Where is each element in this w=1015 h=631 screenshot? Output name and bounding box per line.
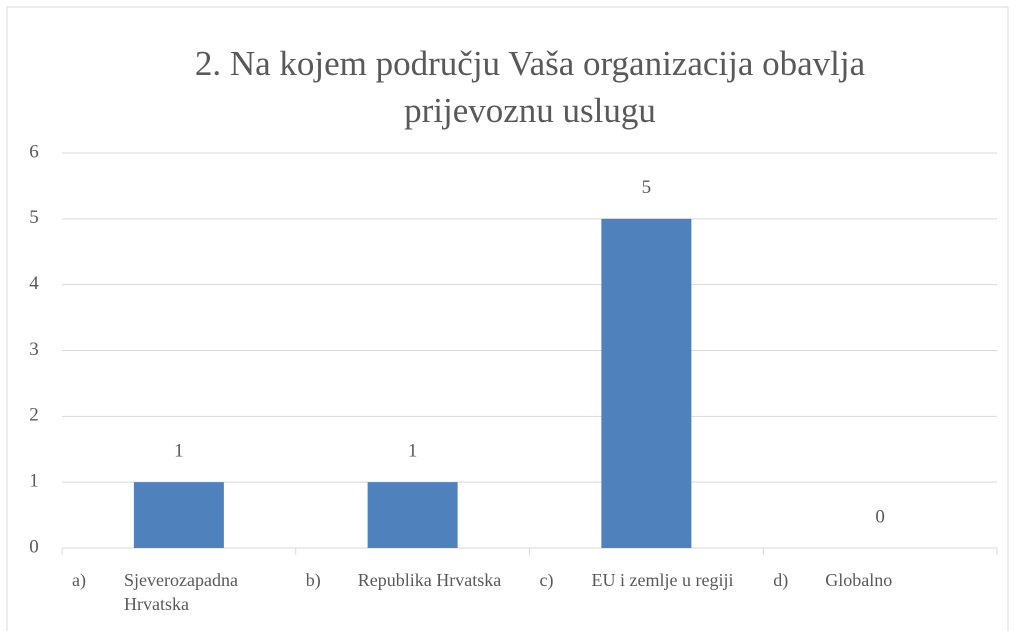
value-label: 0 bbox=[875, 506, 885, 527]
bar bbox=[601, 218, 692, 549]
y-tick-label: 0 bbox=[29, 536, 39, 557]
y-tick-label: 3 bbox=[29, 339, 39, 360]
y-tick-label: 1 bbox=[29, 471, 39, 492]
x-tick-label: b) Republika Hrvatska bbox=[305, 570, 502, 590]
x-tick-label: c) EU i zemlje u regiji bbox=[539, 570, 734, 590]
chart-border bbox=[6, 6, 1009, 631]
bar bbox=[367, 482, 458, 548]
chart-title: 2. Na kojem području Vaša organizacija o… bbox=[194, 44, 866, 130]
y-tick-label: 2 bbox=[29, 405, 39, 426]
x-tick-label: a) Sjeverozapadna Hrvatska bbox=[72, 570, 238, 614]
value-label: 5 bbox=[642, 177, 652, 198]
value-label: 1 bbox=[174, 441, 184, 462]
value-label: 1 bbox=[408, 441, 418, 462]
y-tick-label: 6 bbox=[29, 141, 39, 162]
bar bbox=[133, 482, 224, 548]
x-tick-label: d) Globalno bbox=[773, 570, 893, 590]
y-tick-label: 5 bbox=[29, 207, 39, 228]
y-tick-label: 4 bbox=[29, 273, 39, 294]
